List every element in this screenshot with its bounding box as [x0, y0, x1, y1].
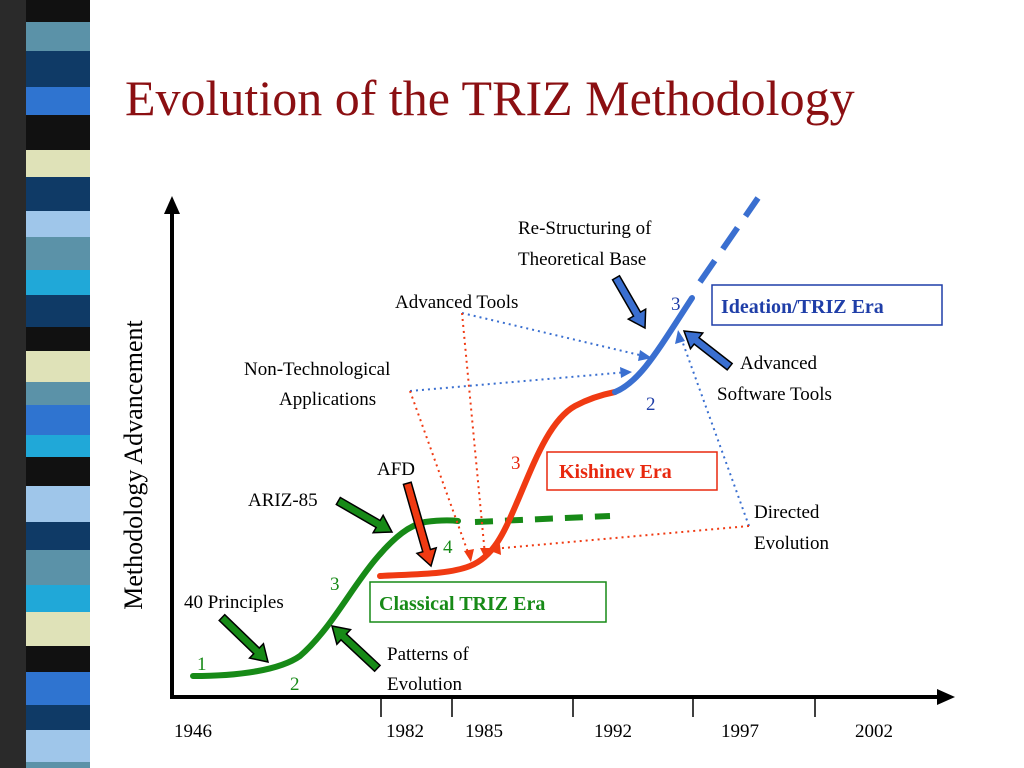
era-kishinev-label: Kishinev Era: [559, 461, 672, 483]
ariz85-arrow: [335, 496, 394, 534]
directed-label-line1: Directed: [754, 502, 820, 523]
restructuring-label-line2: Theoretical Base: [518, 249, 646, 270]
stripe-block: [26, 87, 90, 115]
classical-stage-1: 1: [197, 654, 207, 675]
patterns-arrow: [330, 625, 382, 673]
principles-arrow: [218, 613, 270, 663]
stripe-block: [26, 405, 90, 435]
stripe-block: [26, 730, 90, 762]
kishinev-curve: [377, 389, 618, 579]
arrowhead-advanced-tools: [638, 350, 652, 361]
block-arrows: [218, 274, 734, 673]
afd-arrow: [402, 481, 438, 568]
advanced-software-arrow: [682, 330, 734, 371]
directed-label-line2: Evolution: [754, 533, 829, 554]
era-ideation-box: [711, 284, 943, 326]
classical-stage-2: 2: [290, 674, 300, 695]
stripe-block: [26, 435, 90, 457]
era-classical-label: Classical TRIZ Era: [379, 593, 545, 615]
tick-label-1982: 1982: [386, 721, 424, 742]
era-kishinev: Kishinev Era: [546, 451, 718, 491]
decorative-sidebar-stripe: [0, 0, 120, 768]
ideation-dashed-extension: [697, 196, 761, 284]
tick-label-1946: 1946: [174, 721, 212, 742]
dotted-nontech-blue: [409, 371, 629, 392]
restructuring-arrow: [611, 274, 647, 330]
stripe-block: [26, 237, 90, 270]
stripe-block: [26, 51, 90, 87]
era-classical: Classical TRIZ Era: [369, 581, 607, 623]
ideation-stage-3: 3: [671, 294, 681, 315]
ariz85-label: ARIZ-85: [248, 490, 318, 511]
era-kishinev-box: [546, 451, 718, 491]
tick-label-1992: 1992: [594, 721, 632, 742]
non-tech-label-line1: Non-Technological: [244, 359, 390, 380]
dotted-advanced-tools-red: [461, 312, 486, 556]
classical-stage-3: 3: [330, 574, 340, 595]
advanced-tools-label: Advanced Tools: [395, 292, 518, 313]
arrowhead-red-1: [480, 548, 490, 560]
arrowhead-directed: [675, 330, 685, 344]
principles-label: 40 Principles: [184, 592, 284, 613]
stripe-block: [26, 211, 90, 237]
arrowhead-red-3: [488, 544, 501, 555]
tick-label-1997: 1997: [721, 721, 759, 742]
ideation-stage-2: 2: [646, 394, 656, 415]
x-axis-arrowhead: [937, 689, 955, 705]
dotted-directed-red: [491, 525, 750, 550]
stripe-block: [26, 705, 90, 730]
restructuring-label-line1: Re-Structuring of: [518, 218, 652, 239]
era-ideation: Ideation/TRIZ Era: [711, 284, 943, 326]
era-ideation-label: Ideation/TRIZ Era: [721, 296, 884, 318]
page-title: Evolution of the TRIZ Methodology: [125, 70, 855, 126]
stripe-block: [26, 295, 90, 327]
stripe-block: [26, 22, 90, 51]
stripe-block: [26, 486, 90, 522]
patterns-label-line2: Evolution: [387, 674, 462, 695]
y-axis-arrowhead: [164, 196, 180, 214]
tick-label-2002: 2002: [855, 721, 893, 742]
stripe-block: [26, 672, 90, 705]
stripe-block: [26, 457, 90, 486]
dotted-arrowheads: [464, 330, 685, 562]
arrowhead-red-2: [464, 549, 474, 562]
stripe-block: [26, 522, 90, 550]
patterns-label-line1: Patterns of: [387, 644, 469, 665]
stripe-block: [26, 612, 90, 646]
axes: [164, 196, 955, 705]
annotations: Re-Structuring of Theoretical Base Advan…: [184, 218, 832, 695]
stripe-block: [26, 646, 90, 672]
stripe-block: [26, 585, 90, 612]
stripe-block: [26, 327, 90, 351]
adv-software-label-line2: Software Tools: [717, 384, 832, 405]
y-axis-label: Methodology Advancement: [119, 319, 148, 609]
afd-label: AFD: [377, 459, 415, 480]
stripe-block: [26, 762, 90, 768]
stripe-block: [26, 382, 90, 405]
arrowhead-nontech: [620, 367, 632, 378]
x-axis-ticks: [380, 699, 816, 717]
adv-software-label-line1: Advanced: [740, 353, 818, 374]
tick-label-1985: 1985: [465, 721, 503, 742]
classical-dashed-extension: [474, 513, 611, 525]
ideation-curve: [612, 295, 695, 395]
stripe-block: [26, 177, 90, 211]
x-axis-tick-labels: 1946 1982 1985 1992 1997 2002: [174, 721, 893, 742]
dotted-advanced-tools-blue: [461, 312, 649, 358]
stripe-block: [26, 351, 90, 382]
classical-curve: [190, 517, 461, 679]
dotted-directed-blue: [679, 334, 750, 527]
kishinev-stage-3: 3: [511, 453, 521, 474]
stripe-block: [26, 115, 90, 150]
stripe-block: [26, 150, 90, 177]
non-tech-label-line2: Applications: [279, 389, 376, 410]
stripe-block: [26, 270, 90, 295]
stage-numbers: 1 2 3 4 3 2 3: [197, 294, 681, 695]
era-classical-box: [369, 581, 607, 623]
stripe-block: [26, 550, 90, 585]
stripe-block: [26, 0, 90, 22]
classical-stage-4: 4: [443, 537, 453, 558]
